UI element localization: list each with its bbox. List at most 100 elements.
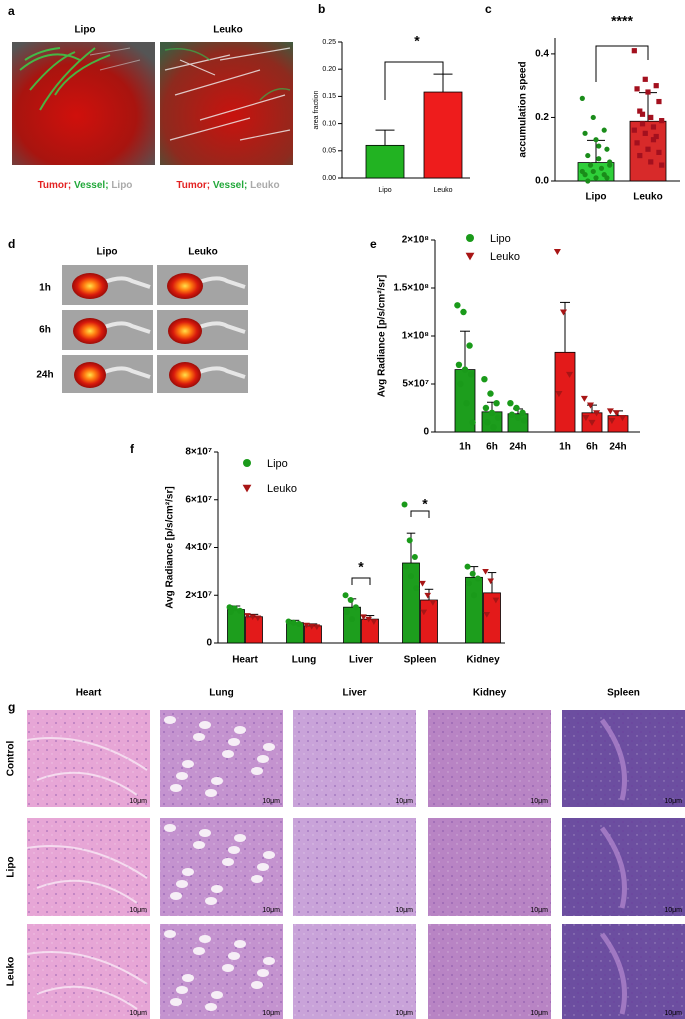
legend-label: Lipo	[267, 458, 288, 470]
data-point	[519, 409, 526, 416]
data-point	[482, 568, 489, 575]
x-tick-label: 1h	[559, 442, 571, 453]
bar	[465, 576, 483, 644]
data-point	[604, 146, 610, 152]
ivis-image	[62, 355, 153, 393]
data-point	[349, 616, 355, 623]
tissue-texture	[428, 924, 551, 1019]
row-label: 1h	[39, 283, 51, 294]
data-point	[236, 607, 243, 614]
tissue-texture	[293, 710, 416, 807]
panel-label: g	[8, 700, 15, 714]
data-point	[645, 89, 651, 95]
scale-label: 10μm	[395, 798, 413, 805]
x-tick-label: Leuko	[633, 192, 662, 203]
data-point	[596, 156, 602, 162]
histology-image: 10μm	[562, 924, 685, 1019]
bar	[245, 616, 263, 644]
column-title: Lipo	[96, 247, 117, 258]
alveolus	[251, 875, 263, 883]
tissue-texture	[27, 818, 150, 916]
row-label: Lipo	[6, 856, 17, 877]
ivis-image	[62, 310, 153, 350]
y-tick-label: 8×10⁷	[185, 447, 212, 458]
data-point	[582, 415, 590, 422]
alveolus	[182, 974, 194, 982]
row-label: Control	[6, 741, 17, 777]
data-point	[606, 408, 614, 415]
data-point	[566, 371, 574, 378]
data-point	[244, 613, 251, 619]
panel-label: f	[130, 442, 135, 456]
column-title: Leuko	[188, 247, 217, 258]
bar	[361, 618, 379, 644]
alveolus	[222, 858, 234, 866]
data-point	[420, 609, 428, 616]
significance-label: *	[422, 496, 428, 512]
alveolus	[182, 760, 194, 768]
significance-bracket	[384, 61, 444, 100]
data-point	[631, 48, 637, 54]
data-point	[460, 308, 467, 316]
alveolus	[164, 930, 176, 938]
column-title: Spleen	[607, 688, 640, 699]
histology-image: 10μm	[26, 818, 150, 916]
column-title: Liver	[343, 688, 367, 699]
data-point	[586, 402, 594, 409]
data-point	[607, 162, 613, 168]
scale-label: 10μm	[262, 1010, 280, 1017]
data-point	[254, 615, 262, 622]
data-point	[465, 580, 472, 587]
column-title: Lung	[209, 688, 233, 699]
alveolus	[182, 868, 194, 876]
column-title: Kidney	[473, 688, 507, 699]
data-point	[585, 178, 591, 184]
data-point	[295, 620, 302, 627]
y-tick-label: 0.4	[535, 49, 549, 60]
signal	[72, 273, 108, 299]
mouse-tail	[101, 366, 151, 379]
tissue-fiber	[26, 737, 148, 796]
alveolus	[199, 935, 211, 943]
data-point	[308, 623, 316, 630]
data-point	[659, 118, 665, 124]
data-point	[648, 114, 654, 121]
tissue-texture	[293, 924, 416, 1019]
legend-label: Leuko	[490, 251, 520, 263]
significance-label: ****	[611, 13, 633, 29]
x-tick-label: Lipo	[378, 187, 391, 194]
data-point	[413, 585, 420, 592]
alveolus	[228, 952, 240, 960]
data-point	[226, 604, 233, 611]
data-point	[601, 127, 607, 133]
data-point	[631, 127, 637, 133]
scale-label: 10μm	[664, 1010, 682, 1017]
alveolus	[263, 851, 275, 859]
data-point	[483, 611, 491, 618]
data-point	[653, 133, 659, 140]
data-point	[598, 165, 605, 171]
data-point	[650, 124, 657, 130]
alveolus	[234, 940, 246, 948]
histology-image: 10μm	[293, 710, 416, 807]
legend-marker	[242, 484, 252, 493]
panel-label: a	[8, 4, 15, 18]
data-point	[469, 570, 476, 577]
x-tick-label: 6h	[486, 442, 498, 453]
panel-label: d	[8, 237, 15, 251]
alveolus	[228, 846, 240, 854]
y-tick-label: 1.5×10⁸	[393, 283, 429, 294]
tissue-fiber	[26, 951, 148, 1010]
data-point	[411, 554, 418, 561]
image-caption: Tumor; Vessel; Leuko	[176, 180, 279, 191]
data-point	[585, 152, 591, 159]
data-point	[593, 410, 601, 417]
mouse-tail	[196, 366, 246, 379]
data-point	[588, 419, 596, 426]
data-point	[402, 563, 409, 570]
histology-image: 10μm	[293, 818, 416, 916]
scale-label: 10μm	[129, 907, 147, 914]
signal	[167, 273, 203, 299]
scale-label: 10μm	[395, 907, 413, 914]
histology-image: 10μm	[160, 710, 283, 807]
